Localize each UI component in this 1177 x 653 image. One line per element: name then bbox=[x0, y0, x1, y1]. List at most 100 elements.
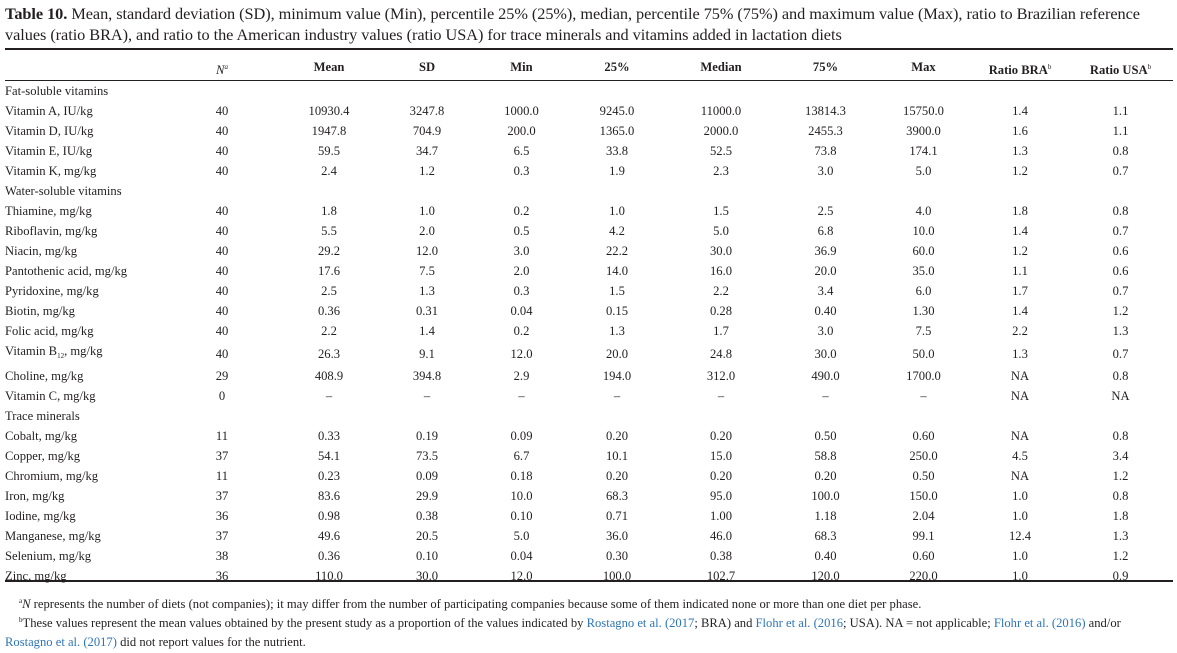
table-row: Vitamin B12, mg/kg 40 26.3 9.1 12.0 20.0 24.8 3… bbox=[5, 341, 1173, 366]
cell-ratio-bra: 1.2 bbox=[1012, 164, 1028, 178]
table-row: Copper, mg/kg 37 54.1 73.5 6.7 10.1 15.0 58.8 25… bbox=[5, 446, 1173, 466]
cell-sd: 1.2 bbox=[419, 164, 435, 178]
header-ratio-bra: Ratio BRAb bbox=[988, 63, 1052, 77]
cell-p25: 20.0 bbox=[605, 346, 629, 361]
table-row: Vitamin E, IU/kg 40 59.5 34.7 6.5 33.8 52.5 73.… bbox=[5, 141, 1173, 161]
citation-link-rostagno[interactable]: Rostagno et al. (2017 bbox=[586, 616, 695, 630]
row-label: Vitamin D, IU/kg bbox=[5, 124, 94, 138]
cell-p25: 10.1 bbox=[605, 449, 629, 463]
row-label: Vitamin E, IU/kg bbox=[5, 144, 93, 158]
cell-ratio-usa: 0.8 bbox=[1112, 144, 1129, 158]
cell-n: 38 bbox=[215, 549, 229, 563]
cell-median: 30.0 bbox=[709, 244, 733, 258]
header-rule bbox=[5, 80, 1173, 81]
cell-p75: 73.8 bbox=[814, 144, 837, 158]
cell-min: 200.0 bbox=[507, 124, 536, 138]
cell-max: 15750.0 bbox=[903, 104, 944, 118]
cell-ratio-usa: 0.8 bbox=[1112, 369, 1129, 383]
cell-sd: 1.4 bbox=[419, 324, 435, 338]
cell-mean: 0.36 bbox=[317, 304, 341, 318]
cell-sd: 0.10 bbox=[415, 549, 439, 563]
cell-max: 1.30 bbox=[912, 304, 935, 318]
cell-n: 29 bbox=[215, 369, 229, 383]
table-row: Folic acid, mg/kg 40 2.2 1.4 0.2 1.3 1.7 3.0 7.5… bbox=[5, 321, 1173, 341]
table-row: Riboflavin, mg/kg 40 5.5 2.0 0.5 4.2 5.0 6.8 10.… bbox=[5, 221, 1173, 241]
cell-ratio-bra: 1.4 bbox=[1012, 224, 1028, 238]
cell-n: 40 bbox=[215, 224, 229, 238]
cell-min: 6.7 bbox=[513, 449, 530, 463]
cell-p75: 68.3 bbox=[814, 529, 837, 543]
cell-p25: – bbox=[613, 389, 621, 403]
cell-p25: 1.3 bbox=[609, 324, 625, 338]
cell-p25: 36.0 bbox=[605, 529, 629, 543]
cell-ratio-usa: 1.2 bbox=[1112, 304, 1129, 318]
cell-mean: 2.5 bbox=[321, 284, 337, 298]
cell-mean: 5.5 bbox=[321, 224, 337, 238]
citation-link-flohr-2[interactable]: Flohr et al. (2016) bbox=[993, 616, 1086, 630]
cell-p25: 1.9 bbox=[609, 164, 625, 178]
cell-ratio-bra: 1.7 bbox=[1012, 284, 1028, 298]
cell-min: 0.3 bbox=[513, 164, 530, 178]
citation-link-flohr[interactable]: Flohr et al. (2016 bbox=[755, 616, 843, 630]
cell-mean: 0.33 bbox=[317, 429, 341, 443]
cell-p75: 0.40 bbox=[814, 304, 837, 318]
section-water-soluble: Water-soluble vitamins bbox=[5, 184, 122, 198]
cell-sd: 73.5 bbox=[415, 449, 439, 463]
cell-max: 220.0 bbox=[909, 569, 938, 583]
cell-sd: 29.9 bbox=[415, 489, 439, 503]
cell-ratio-usa: NA bbox=[1111, 389, 1130, 403]
header-min: Min bbox=[510, 60, 533, 74]
cell-median: 95.0 bbox=[709, 489, 733, 503]
cell-ratio-bra: 1.4 bbox=[1012, 104, 1028, 118]
cell-ratio-bra: 1.1 bbox=[1012, 264, 1028, 278]
cell-ratio-usa: 1.2 bbox=[1112, 469, 1129, 483]
cell-n: 40 bbox=[215, 304, 229, 318]
header-row: Na Mean SD Min 25% Median 75% Max Ratio … bbox=[5, 59, 1173, 81]
cell-sd: 0.09 bbox=[415, 469, 439, 483]
header-max: Max bbox=[911, 60, 936, 74]
citation-link-rostagno-2[interactable]: Rostagno et al. (2017) bbox=[5, 635, 117, 649]
row-label: Vitamin B12, mg/kg bbox=[5, 344, 103, 360]
cell-n: 40 bbox=[215, 144, 229, 158]
cell-sd: 0.31 bbox=[415, 304, 439, 318]
cell-max: 150.0 bbox=[909, 489, 938, 503]
cell-min: 2.0 bbox=[513, 264, 530, 278]
cell-n: 40 bbox=[215, 164, 229, 178]
cell-max: 99.1 bbox=[912, 529, 935, 543]
footnote-b: bThese values represent the mean values … bbox=[5, 616, 1121, 649]
cell-max: 250.0 bbox=[909, 449, 938, 463]
row-label: Riboflavin, mg/kg bbox=[5, 224, 98, 238]
cell-n: 11 bbox=[215, 469, 229, 483]
cell-min: 0.5 bbox=[513, 224, 530, 238]
cell-mean: 2.2 bbox=[321, 324, 337, 338]
cell-p25: 0.30 bbox=[605, 549, 629, 563]
cell-median: 1.7 bbox=[713, 324, 729, 338]
cell-p25: 4.2 bbox=[609, 224, 625, 238]
table-row: Zinc, mg/kg 36 110.0 30.0 12.0 100.0 102.7 120.… bbox=[5, 566, 1173, 586]
row-label: Niacin, mg/kg bbox=[5, 244, 78, 258]
cell-sd: 20.5 bbox=[415, 529, 439, 543]
cell-n: 40 bbox=[215, 324, 229, 338]
cell-median: 46.0 bbox=[709, 529, 733, 543]
cell-max: 2.04 bbox=[912, 509, 935, 523]
cell-mean: 26.3 bbox=[317, 346, 341, 361]
cell-p25: 194.0 bbox=[602, 369, 632, 383]
cell-n: 0 bbox=[218, 389, 226, 403]
cell-ratio-bra: 1.0 bbox=[1012, 509, 1028, 523]
cell-median: 0.20 bbox=[709, 469, 733, 483]
cell-ratio-usa: 1.2 bbox=[1112, 549, 1129, 563]
row-label: Iron, mg/kg bbox=[5, 489, 65, 503]
footnote-a: aN represents the number of diets (not c… bbox=[19, 597, 922, 611]
cell-median: 0.20 bbox=[709, 429, 733, 443]
cell-p75: 120.0 bbox=[811, 569, 840, 583]
cell-max: 5.0 bbox=[915, 164, 932, 178]
cell-sd: 1.0 bbox=[419, 204, 435, 218]
cell-min: 6.5 bbox=[513, 144, 530, 158]
table-row: Iodine, mg/kg 36 0.98 0.38 0.10 0.71 1.00 1.18 2… bbox=[5, 506, 1173, 526]
cell-mean: 2.4 bbox=[321, 164, 337, 178]
cell-p75: 6.8 bbox=[817, 224, 834, 238]
cell-p25: 0.71 bbox=[605, 509, 629, 523]
cell-ratio-usa: 0.7 bbox=[1112, 284, 1129, 298]
cell-ratio-usa: 0.8 bbox=[1112, 429, 1129, 443]
row-label: Zinc, mg/kg bbox=[5, 569, 67, 583]
